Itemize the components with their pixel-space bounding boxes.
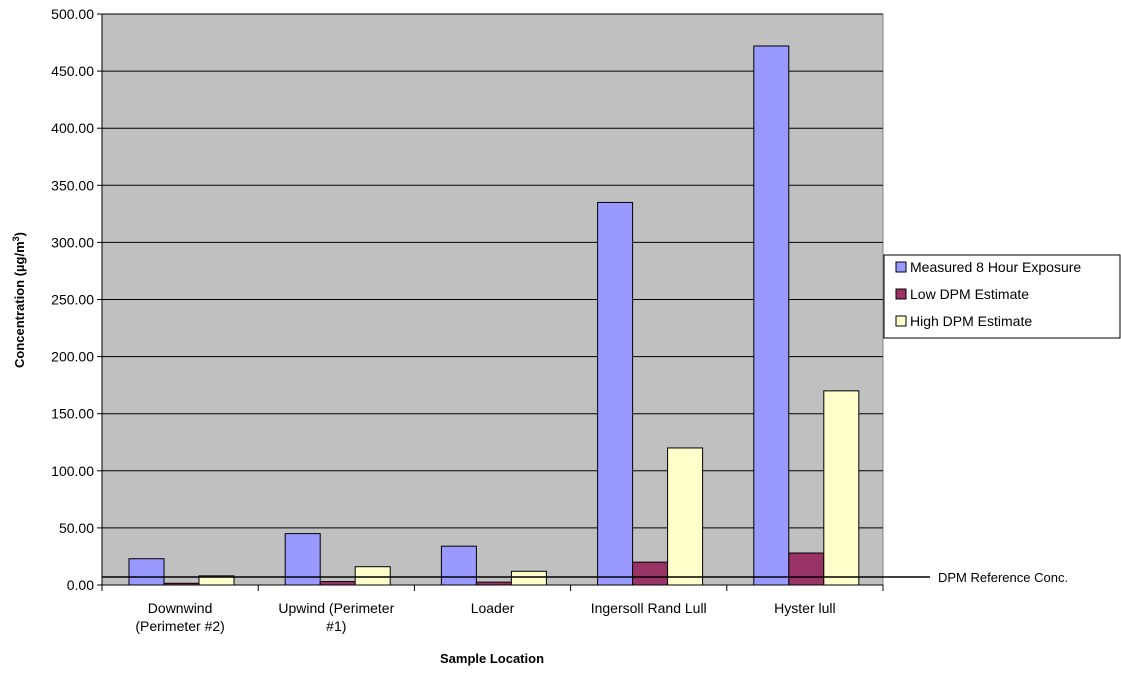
reference-line-group: DPM Reference Conc. bbox=[102, 570, 1068, 585]
legend-label: Low DPM Estimate bbox=[910, 286, 1029, 302]
bar bbox=[753, 45, 790, 586]
y-tick-label: 100.00 bbox=[51, 463, 94, 479]
y-axis-title-superscript: 3 bbox=[11, 236, 21, 241]
x-tick-label-line: Upwind (Perimeter bbox=[278, 600, 394, 616]
y-tick-label: 500.00 bbox=[51, 6, 94, 22]
legend-swatch bbox=[895, 288, 907, 300]
y-tick-label: 250.00 bbox=[51, 292, 94, 308]
bar bbox=[667, 447, 704, 586]
y-axis-title-close: ) bbox=[12, 232, 27, 236]
bar bbox=[354, 566, 391, 586]
y-axis-title: Concentration (µg/m3) bbox=[11, 232, 27, 368]
bar bbox=[319, 581, 356, 586]
x-tick-label: Hyster lull bbox=[774, 600, 835, 616]
x-tick-label-line: (Perimeter #2) bbox=[135, 618, 224, 634]
x-tick-label: Loader bbox=[471, 600, 515, 616]
y-tick-label: 450.00 bbox=[51, 63, 94, 79]
x-tick-label-line: Downwind bbox=[148, 600, 213, 616]
bar bbox=[440, 545, 477, 586]
y-tick-label: 0.00 bbox=[67, 577, 94, 593]
legend-label: Measured 8 Hour Exposure bbox=[910, 259, 1081, 275]
gridlines bbox=[102, 13, 883, 529]
y-tick-labels: 0.00 50.00 100.00 150.00 200.00 250.00 300.00 3… bbox=[51, 6, 94, 593]
legend-swatch bbox=[895, 315, 907, 327]
bar bbox=[788, 552, 825, 586]
bar bbox=[128, 558, 165, 586]
x-tick-label: Upwind (Perimeter #1) bbox=[278, 600, 394, 634]
legend-items: Measured 8 Hour Exposure Low DPM Estimate… bbox=[895, 259, 1081, 329]
y-tick-label: 300.00 bbox=[51, 234, 94, 250]
y-axis-title-main: Concentration (µg/m bbox=[12, 241, 27, 368]
bar bbox=[597, 201, 634, 586]
x-tick-label-line: Loader bbox=[471, 600, 515, 616]
x-tick-label: Ingersoll Rand Lull bbox=[591, 600, 707, 616]
x-tick-label-line: Hyster lull bbox=[774, 600, 835, 616]
bar bbox=[823, 390, 860, 586]
axes bbox=[97, 13, 884, 591]
x-tick-label: Downwind (Perimeter #2) bbox=[135, 600, 224, 634]
x-tick-label-line: #1) bbox=[326, 618, 346, 634]
legend: Measured 8 Hour Exposure Low DPM Estimate… bbox=[883, 254, 1121, 339]
y-tick-label: 200.00 bbox=[51, 349, 94, 365]
legend-swatch bbox=[895, 261, 907, 273]
y-tick-label: 50.00 bbox=[59, 520, 94, 536]
bar bbox=[632, 561, 669, 586]
legend-box bbox=[883, 254, 1121, 339]
x-axis-title: Sample Location bbox=[440, 651, 544, 666]
x-tick-label-line: Ingersoll Rand Lull bbox=[591, 600, 707, 616]
y-tick-label: 400.00 bbox=[51, 120, 94, 136]
reference-line-label: DPM Reference Conc. bbox=[938, 570, 1068, 585]
y-tick-label: 150.00 bbox=[51, 406, 94, 422]
y-tick-label: 350.00 bbox=[51, 177, 94, 193]
x-tick-labels: Downwind (Perimeter #2) Upwind (Perimeter #… bbox=[135, 600, 835, 634]
bar bbox=[510, 570, 547, 586]
legend-label: High DPM Estimate bbox=[910, 313, 1032, 329]
